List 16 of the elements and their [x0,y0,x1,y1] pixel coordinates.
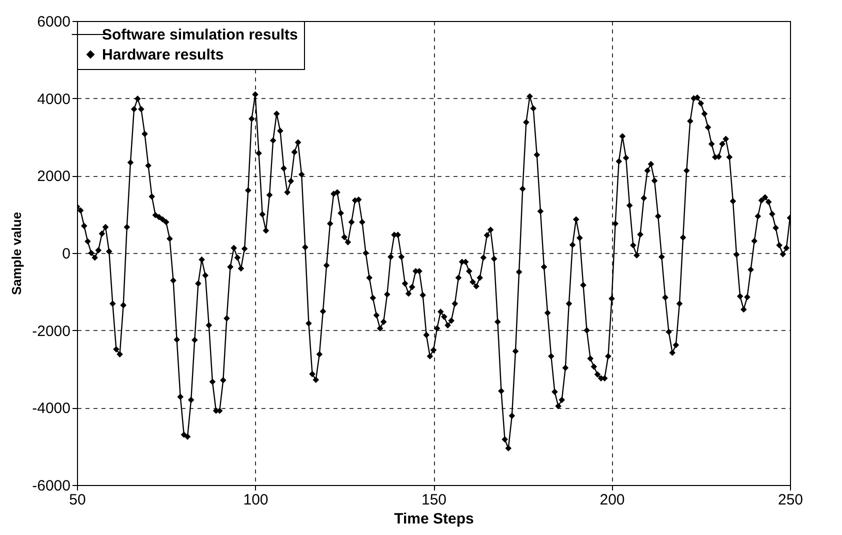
y-tick-label: 0 [62,246,70,262]
y-tick-label: -4000 [32,400,70,418]
x-tick-label: 250 [778,492,804,508]
y-tick-label: 4000 [37,90,70,108]
y-tick-label: 6000 [37,14,70,30]
x-tick-label: 50 [69,492,86,508]
legend-label: Hardware results [102,46,224,64]
y-tick-label: 2000 [37,168,70,186]
y-tick-label: -2000 [32,322,70,340]
x-tick-label: 200 [600,492,625,508]
y-axis-title: Sample value [9,212,24,296]
text: Software simulation results [102,26,298,44]
x-axis-title: Time Steps [394,510,474,528]
x-tick-label: 100 [243,492,268,508]
y-tick-label: -6000 [32,478,70,494]
x-tick-label: 150 [421,492,447,508]
